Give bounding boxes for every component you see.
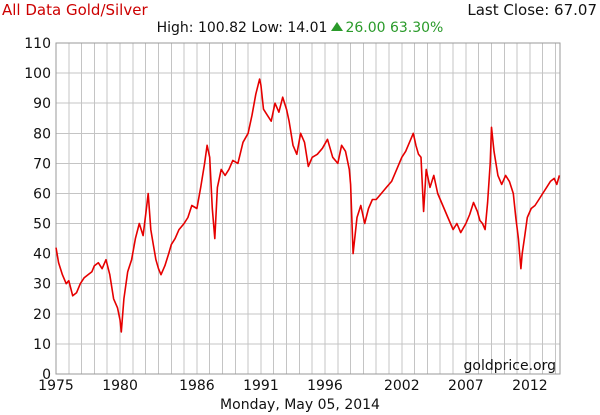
y-tick-label: 80 [33,126,51,142]
y-tick-label: 30 [33,277,51,293]
x-tick-label: 2002 [384,378,420,394]
x-tick-label: 1986 [179,378,215,394]
y-tick-label: 0 [42,367,51,383]
series-line-0 [55,78,561,333]
high-low-text: High: 100.82 Low: 14.01 [156,20,328,36]
x-tick-label: 1980 [102,378,138,394]
y-tick-label: 70 [33,156,51,172]
plot-border [55,42,561,375]
date-label: Monday, May 05, 2014 [220,397,380,413]
watermark: goldprice.org [464,358,556,374]
x-tick-label: 1975 [38,378,74,394]
change-text: 26.00 63.30% [345,20,444,36]
y-tick-label: 60 [33,186,51,202]
y-tick-label: 50 [33,217,51,233]
y-axis-ticks: 0 10 20 30 40 50 60 70 80 90 100 110 [24,36,51,383]
y-tick-label: 20 [33,307,51,323]
y-tick-label: 100 [24,66,51,82]
last-close: Last Close: 67.07 [467,1,597,19]
grid-lines [55,42,561,375]
up-arrow-icon [331,22,344,31]
y-tick-label: 90 [33,96,51,112]
high-low-stats: High: 100.82 Low: 14.01 26.00 63.30% [0,20,600,36]
y-tick-label: 10 [33,337,51,353]
x-tick-label: 1991 [243,378,279,394]
x-axis-ticks: 1975 1980 1986 1991 1996 2002 2007 2012 [38,378,548,394]
x-tick-label: 2007 [448,378,484,394]
y-tick-label: 40 [33,247,51,263]
series-lines [55,78,561,333]
x-tick-label: 2012 [512,378,548,394]
chart-title: All Data Gold/Silver [2,1,148,19]
y-tick-label: 110 [24,36,51,52]
x-tick-label: 1996 [307,378,343,394]
